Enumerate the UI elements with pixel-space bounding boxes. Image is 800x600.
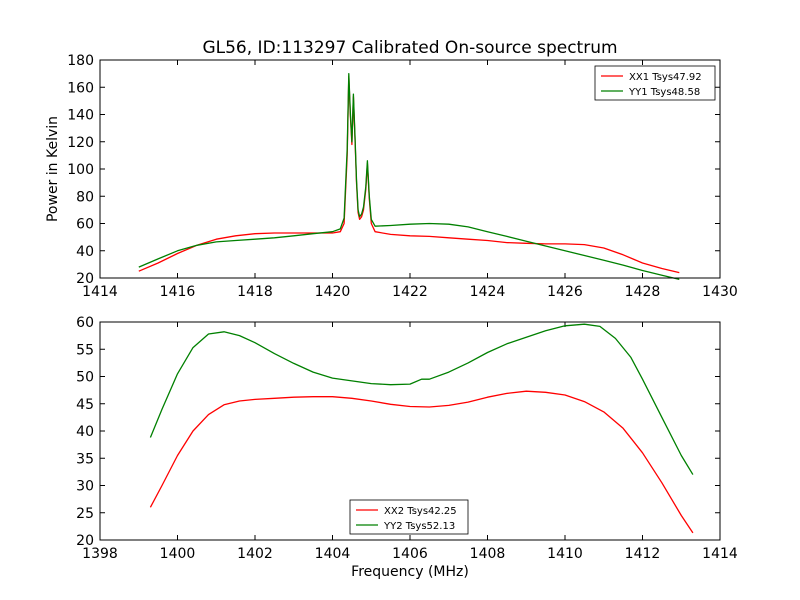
x-tick-label: 1414: [82, 284, 118, 300]
y-tick-label: 140: [67, 108, 94, 124]
series-line-yy2: [149, 323, 694, 475]
x-tick-label: 1422: [392, 284, 428, 300]
x-tick-label: 1414: [702, 546, 738, 562]
x-tick-label: 1412: [625, 546, 661, 562]
bottom-plot-frame: [99, 321, 721, 541]
x-tick-label: 1426: [547, 284, 583, 300]
x-tick-label: 1408: [470, 546, 506, 562]
y-tick-label: 55: [76, 342, 94, 358]
x-tick-label: 1418: [237, 284, 273, 300]
x-tick-label: 1430: [702, 284, 738, 300]
y-tick-label: 160: [67, 80, 94, 96]
y-tick-label: 20: [76, 271, 94, 287]
bottom-legend: XX2 Tsys42.25 YY2 Tsys52.13: [349, 499, 469, 535]
y-tick-label: 40: [76, 424, 94, 440]
y-tick-label: 120: [67, 135, 94, 151]
top-series-lines: [138, 72, 680, 281]
x-tick-label: 1406: [392, 546, 428, 562]
y-tick-label: 80: [76, 189, 94, 205]
y-tick-label: 20: [76, 533, 94, 549]
x-tick-label: 1424: [470, 284, 506, 300]
y-tick-label: 30: [76, 479, 94, 495]
top-ticks: 1414 1416 1418 1420 1422 1424 1426 1428 1430 20 40…: [67, 53, 738, 300]
bottom-x-axis-label: Frequency (MHz): [351, 564, 469, 580]
top-legend: XX1 Tsys47.92 YY1 Tsys48.58: [594, 65, 716, 101]
legend-box: [594, 65, 716, 101]
y-tick-label: 50: [76, 370, 94, 386]
y-tick-label: 60: [76, 217, 94, 233]
x-tick-label: 1400: [160, 546, 196, 562]
bottom-ticks: 1398 1400 1402 1404 1406 1408 1410 1412 1414 20 25…: [76, 315, 738, 562]
legend-box: [349, 499, 469, 535]
x-tick-label: 1410: [547, 546, 583, 562]
series-line-xx2: [149, 390, 694, 534]
legend-entry: XX1 Tsys47.92: [629, 72, 702, 83]
x-tick-label: 1420: [315, 284, 351, 300]
bottom-series-lines: [149, 323, 694, 534]
x-tick-label: 1404: [315, 546, 351, 562]
x-tick-label: 1402: [237, 546, 273, 562]
legend-entry: YY1 Tsys48.58: [628, 87, 700, 98]
x-tick-label: 1398: [82, 546, 118, 562]
top-plot: Power in Kelvin 1414 1416 1418 1420 1422 1424…: [45, 53, 738, 300]
y-tick-label: 25: [76, 506, 94, 522]
figure-title: GL56, ID:113297 Calibrated On-source spe…: [202, 38, 617, 58]
top-plot-frame: [99, 59, 721, 279]
y-tick-label: 180: [67, 53, 94, 69]
series-line-xx1: [138, 75, 680, 274]
x-tick-label: 1428: [625, 284, 661, 300]
bottom-plot: Frequency (MHz) 1398 1400 1402 1404 1406 1408…: [76, 315, 738, 580]
y-tick-label: 100: [67, 162, 94, 178]
y-tick-label: 45: [76, 397, 94, 413]
top-y-axis-label: Power in Kelvin: [45, 116, 61, 222]
y-tick-label: 40: [76, 244, 94, 260]
legend-entry: YY2 Tsys52.13: [383, 521, 455, 532]
series-line-yy1: [138, 72, 680, 281]
legend-entry: XX2 Tsys42.25: [384, 506, 457, 517]
y-tick-label: 60: [76, 315, 94, 331]
x-tick-label: 1416: [160, 284, 196, 300]
y-tick-label: 35: [76, 451, 94, 467]
